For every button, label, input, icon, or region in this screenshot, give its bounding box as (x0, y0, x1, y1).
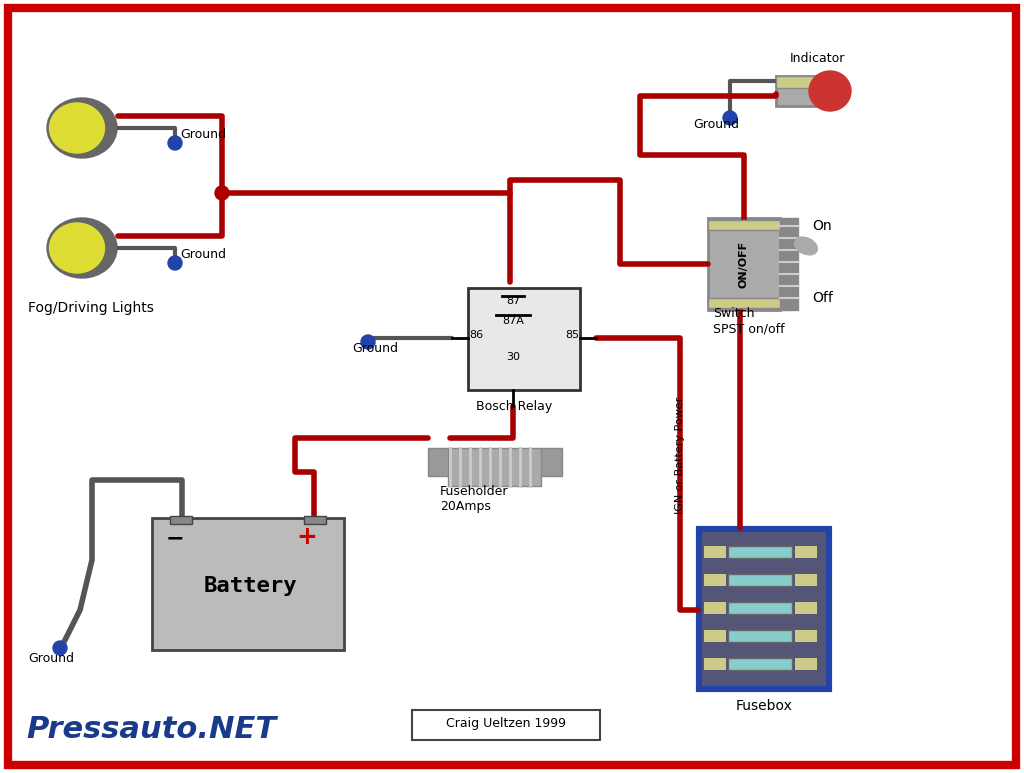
FancyBboxPatch shape (728, 602, 792, 614)
FancyBboxPatch shape (152, 518, 344, 650)
Ellipse shape (795, 237, 817, 255)
FancyBboxPatch shape (170, 516, 193, 524)
Text: Ground: Ground (180, 128, 226, 141)
Circle shape (168, 136, 182, 150)
Text: Bosch Relay: Bosch Relay (476, 400, 552, 413)
FancyBboxPatch shape (412, 710, 600, 740)
FancyBboxPatch shape (540, 448, 562, 476)
FancyBboxPatch shape (304, 516, 326, 524)
Text: Battery: Battery (204, 576, 298, 596)
FancyBboxPatch shape (705, 546, 726, 558)
Circle shape (53, 641, 67, 655)
FancyBboxPatch shape (795, 546, 817, 558)
Ellipse shape (49, 223, 104, 273)
Text: 87A: 87A (502, 316, 524, 326)
FancyBboxPatch shape (705, 658, 726, 670)
FancyBboxPatch shape (708, 218, 780, 310)
FancyBboxPatch shape (708, 298, 780, 308)
Text: On: On (812, 219, 831, 233)
Text: 85: 85 (565, 330, 579, 340)
FancyBboxPatch shape (705, 602, 726, 614)
FancyBboxPatch shape (795, 602, 817, 614)
Circle shape (723, 111, 737, 125)
FancyBboxPatch shape (795, 658, 817, 670)
Ellipse shape (47, 218, 117, 278)
FancyBboxPatch shape (728, 546, 792, 558)
FancyBboxPatch shape (705, 574, 726, 586)
Text: 30: 30 (506, 352, 520, 362)
FancyBboxPatch shape (728, 630, 792, 642)
FancyBboxPatch shape (698, 528, 830, 690)
FancyBboxPatch shape (428, 448, 450, 476)
Text: Switch
SPST on/off: Switch SPST on/off (713, 307, 784, 335)
Text: 86: 86 (469, 330, 483, 340)
Text: IGN or Battery Power: IGN or Battery Power (675, 397, 685, 513)
Text: −: − (166, 528, 184, 548)
Text: Ground: Ground (180, 248, 226, 261)
FancyBboxPatch shape (780, 218, 798, 310)
FancyBboxPatch shape (449, 448, 541, 486)
Text: ON/OFF: ON/OFF (739, 240, 749, 288)
FancyBboxPatch shape (702, 532, 826, 686)
Text: Fog/Driving Lights: Fog/Driving Lights (28, 301, 154, 315)
Circle shape (215, 186, 229, 200)
Text: 87: 87 (506, 296, 520, 306)
Text: Ground: Ground (28, 652, 74, 665)
Ellipse shape (47, 98, 117, 158)
Text: Ground: Ground (352, 342, 398, 355)
Text: Craig Ueltzen 1999: Craig Ueltzen 1999 (446, 717, 566, 730)
FancyBboxPatch shape (776, 76, 820, 106)
FancyBboxPatch shape (708, 220, 780, 230)
FancyBboxPatch shape (728, 658, 792, 670)
Text: Fuseholder
20Amps: Fuseholder 20Amps (440, 485, 509, 513)
FancyBboxPatch shape (728, 574, 792, 586)
FancyBboxPatch shape (705, 630, 726, 642)
Text: Ground: Ground (693, 118, 739, 131)
Circle shape (361, 335, 375, 349)
Ellipse shape (49, 103, 104, 153)
Text: Pressauto.NET: Pressauto.NET (26, 715, 276, 744)
Text: Off: Off (812, 291, 833, 305)
Text: +: + (296, 525, 316, 549)
Ellipse shape (809, 71, 851, 111)
FancyBboxPatch shape (795, 630, 817, 642)
FancyBboxPatch shape (795, 574, 817, 586)
Circle shape (168, 256, 182, 270)
Text: Fusebox: Fusebox (735, 699, 793, 713)
Text: Indicator: Indicator (790, 52, 846, 65)
FancyBboxPatch shape (468, 288, 580, 390)
FancyBboxPatch shape (776, 76, 820, 88)
